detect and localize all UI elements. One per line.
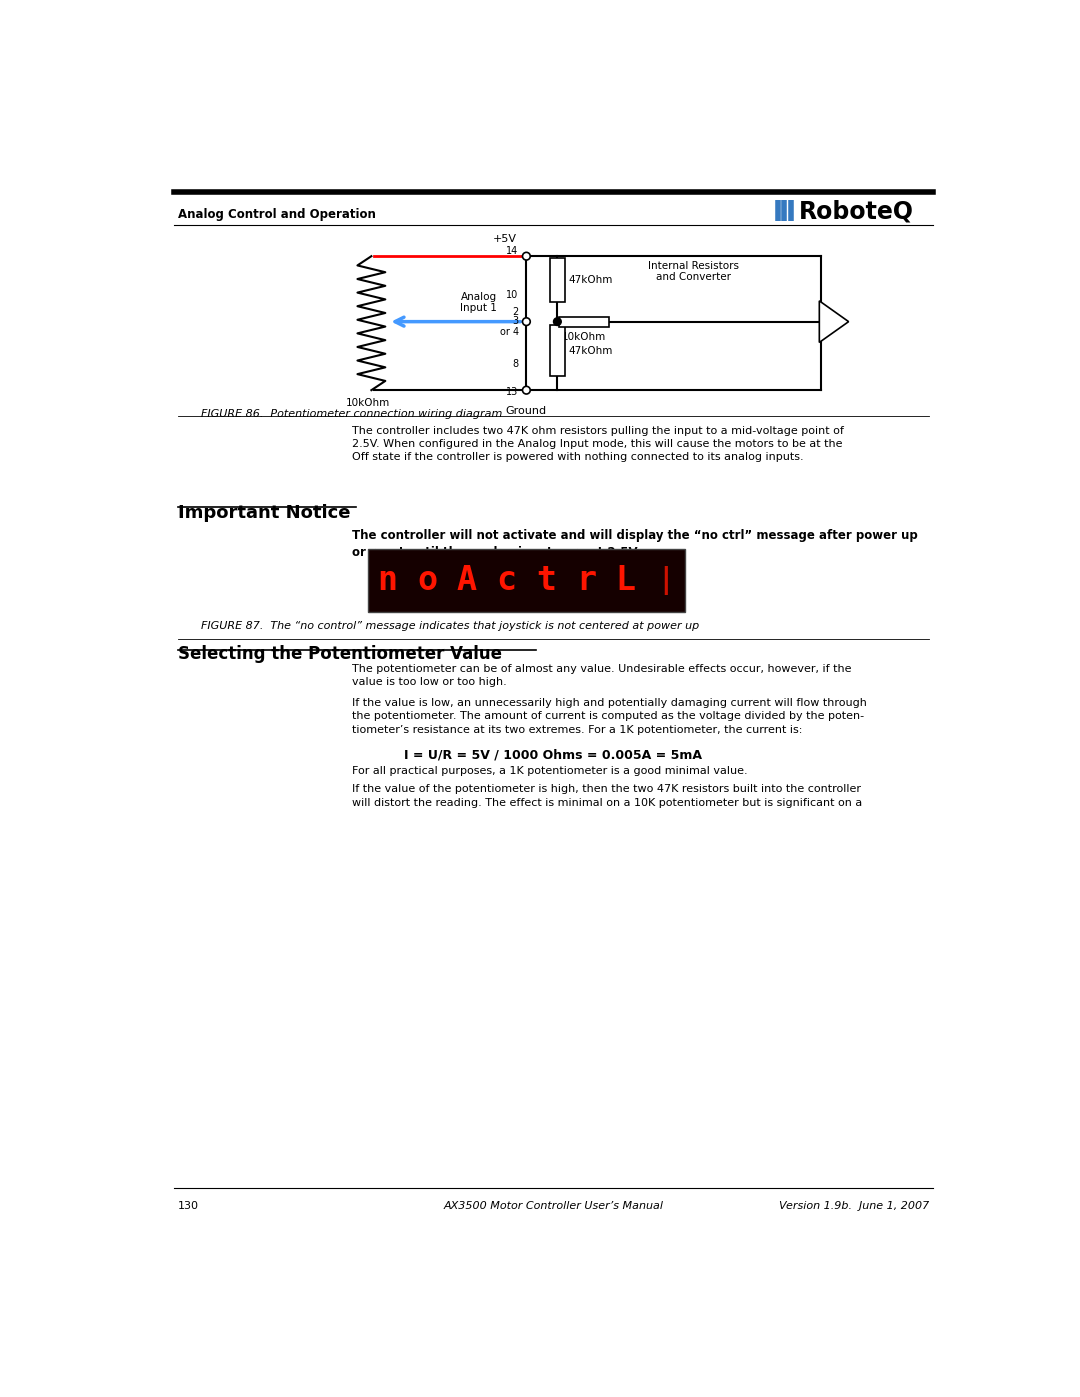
Text: +5V: +5V [494, 233, 517, 244]
Text: Analog Control and Operation: Analog Control and Operation [177, 208, 376, 221]
Text: Ground: Ground [505, 405, 546, 415]
Text: FIGURE 87.  The “no control” message indicates that joystick is not centered at : FIGURE 87. The “no control” message indi… [201, 622, 699, 631]
Text: Analog
Input 1: Analog Input 1 [460, 292, 497, 313]
Text: A/D: A/D [820, 317, 839, 327]
Text: 2: 2 [512, 306, 518, 317]
Bar [367, 549, 685, 612]
Text: A: A [457, 564, 477, 597]
Text: The controller will not activate and will display the “no ctrl” message after po: The controller will not activate and wil… [352, 529, 918, 559]
Text: RoboteQ: RoboteQ [798, 200, 914, 224]
Text: 130: 130 [177, 1201, 199, 1211]
Text: |: | [657, 566, 674, 595]
Circle shape [523, 387, 530, 394]
Text: c: c [497, 564, 516, 597]
Text: or 4: or 4 [499, 327, 518, 337]
Text: r: r [576, 564, 596, 597]
Circle shape [523, 253, 530, 260]
Bar [550, 257, 565, 302]
Text: L: L [616, 564, 636, 597]
Circle shape [554, 317, 562, 326]
Text: The potentiometer can be of almost any value. Undesirable effects occur, however: The potentiometer can be of almost any v… [352, 665, 851, 687]
Text: Selecting the Potentiometer Value: Selecting the Potentiometer Value [177, 645, 501, 664]
Text: If the value of the potentiometer is high, then the two 47K resistors built into: If the value of the potentiometer is hig… [352, 784, 862, 807]
Bar [550, 326, 565, 376]
Text: I = U/R = 5V / 1000 Ohms = 0.005A = 5mA: I = U/R = 5V / 1000 Ohms = 0.005A = 5mA [405, 749, 702, 761]
Text: 10kOhm: 10kOhm [562, 332, 606, 342]
Text: 10: 10 [507, 291, 518, 300]
Text: Internal Resistors
and Converter: Internal Resistors and Converter [648, 261, 739, 282]
Text: Important Notice: Important Notice [177, 504, 350, 522]
Bar [559, 317, 609, 327]
Text: o: o [417, 564, 437, 597]
Text: The controller includes two 47K ohm resistors pulling the input to a mid-voltage: The controller includes two 47K ohm resi… [352, 426, 843, 462]
Text: 10kOhm: 10kOhm [346, 398, 390, 408]
Text: If the value is low, an unnecessarily high and potentially damaging current will: If the value is low, an unnecessarily hi… [352, 698, 867, 735]
Text: 47kOhm: 47kOhm [568, 275, 612, 285]
Text: 3: 3 [513, 316, 518, 326]
Text: FIGURE 86.  Potentiometer connection wiring diagram: FIGURE 86. Potentiometer connection wiri… [201, 409, 502, 419]
Text: t: t [536, 564, 556, 597]
Text: 14: 14 [507, 246, 518, 256]
Text: AX3500 Motor Controller User’s Manual: AX3500 Motor Controller User’s Manual [444, 1201, 663, 1211]
Text: 8: 8 [513, 359, 518, 369]
Text: 47kOhm: 47kOhm [568, 346, 612, 356]
Polygon shape [820, 300, 849, 342]
Text: For all practical purposes, a 1K potentiometer is a good minimal value.: For all practical purposes, a 1K potenti… [352, 766, 747, 775]
Text: n: n [377, 564, 397, 597]
Circle shape [523, 317, 530, 326]
Text: 13: 13 [507, 387, 518, 398]
Text: Version 1.9b.  June 1, 2007: Version 1.9b. June 1, 2007 [779, 1201, 930, 1211]
